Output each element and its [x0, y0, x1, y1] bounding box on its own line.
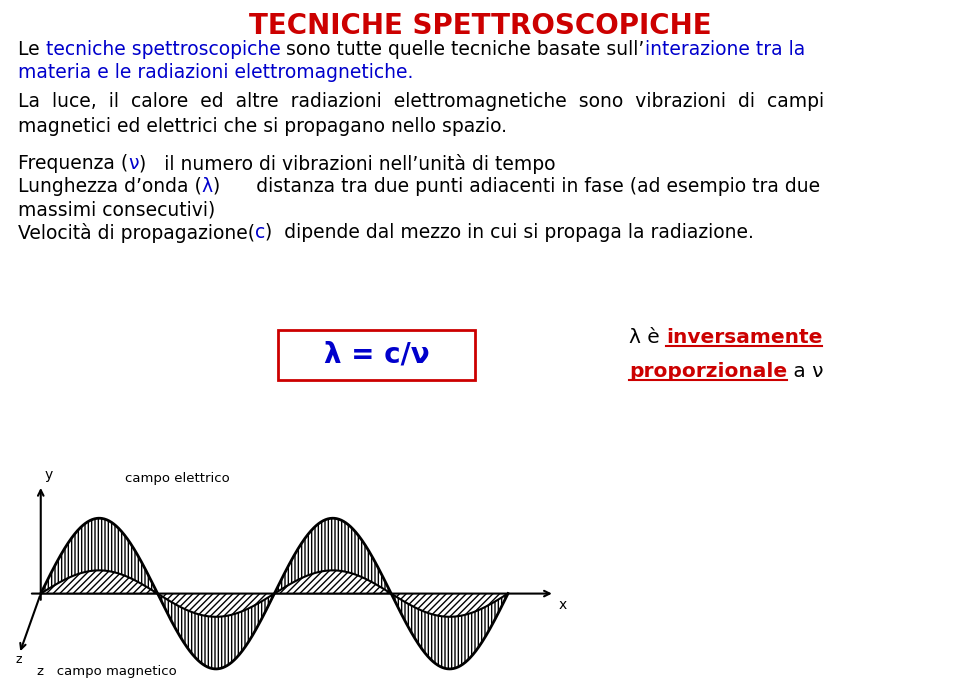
- Text: Lunghezza d’onda (: Lunghezza d’onda (: [18, 177, 202, 196]
- Text: Velocità di propagazione(: Velocità di propagazione(: [18, 223, 255, 243]
- Text: z   campo magnetico: z campo magnetico: [36, 665, 177, 678]
- Text: proporzionale: proporzionale: [629, 362, 787, 381]
- Bar: [278, 330, 475, 380]
- Text: x: x: [559, 598, 566, 612]
- Text: tecniche spettroscopiche: tecniche spettroscopiche: [46, 40, 280, 59]
- Text: TECNICHE SPETTROSCOPICHE: TECNICHE SPETTROSCOPICHE: [249, 12, 711, 40]
- Text: Le: Le: [18, 40, 46, 59]
- Text: )   il numero di vibrazioni nell’unità di tempo: ) il numero di vibrazioni nell’unità di …: [139, 154, 555, 174]
- Text: y: y: [45, 468, 53, 482]
- Text: massimi consecutivi): massimi consecutivi): [18, 200, 215, 219]
- Text: sono tutte quelle tecniche basate sull’: sono tutte quelle tecniche basate sull’: [280, 40, 644, 59]
- Text: ν: ν: [129, 154, 139, 173]
- Text: )  dipende dal mezzo in cui si propaga la radiazione.: ) dipende dal mezzo in cui si propaga la…: [265, 223, 755, 242]
- Text: a ν: a ν: [787, 362, 824, 381]
- Text: λ è: λ è: [629, 328, 666, 346]
- Text: materia e le radiazioni elettromagnetiche.: materia e le radiazioni elettromagnetich…: [18, 63, 414, 82]
- Text: z: z: [15, 653, 22, 666]
- Text: λ = c/ν: λ = c/ν: [324, 341, 430, 369]
- Text: )      distanza tra due punti adiacenti in fase (ad esempio tra due: ) distanza tra due punti adiacenti in fa…: [213, 177, 820, 196]
- Text: c: c: [255, 223, 265, 242]
- Text: La  luce,  il  calore  ed  altre  radiazioni  elettromagnetiche  sono  vibrazion: La luce, il calore ed altre radiazioni e…: [18, 92, 824, 111]
- Text: inversamente: inversamente: [666, 328, 823, 346]
- Text: Frequenza (: Frequenza (: [18, 154, 129, 173]
- Text: interazione tra la: interazione tra la: [644, 40, 804, 59]
- Text: campo elettrico: campo elettrico: [125, 472, 229, 485]
- Text: magnetici ed elettrici che si propagano nello spazio.: magnetici ed elettrici che si propagano …: [18, 117, 507, 136]
- Text: λ: λ: [202, 177, 213, 196]
